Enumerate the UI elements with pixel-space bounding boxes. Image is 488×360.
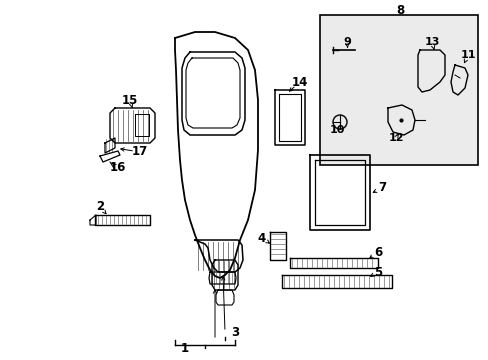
- Text: 7: 7: [377, 181, 385, 194]
- Text: 12: 12: [387, 133, 403, 143]
- Text: 8: 8: [395, 4, 403, 17]
- Text: 6: 6: [373, 246, 381, 258]
- Text: 11: 11: [459, 50, 475, 60]
- Text: 5: 5: [373, 265, 381, 279]
- Text: 15: 15: [122, 94, 138, 107]
- Text: 1: 1: [181, 342, 189, 355]
- Text: 14: 14: [291, 76, 307, 89]
- Text: 16: 16: [110, 162, 126, 175]
- Text: 3: 3: [230, 325, 239, 338]
- Text: 9: 9: [343, 37, 350, 47]
- Text: 2: 2: [96, 201, 104, 213]
- Bar: [319, 15, 477, 165]
- Text: 10: 10: [328, 125, 344, 135]
- Text: 13: 13: [424, 37, 439, 47]
- Text: 4: 4: [257, 231, 265, 244]
- Text: 17: 17: [132, 145, 148, 158]
